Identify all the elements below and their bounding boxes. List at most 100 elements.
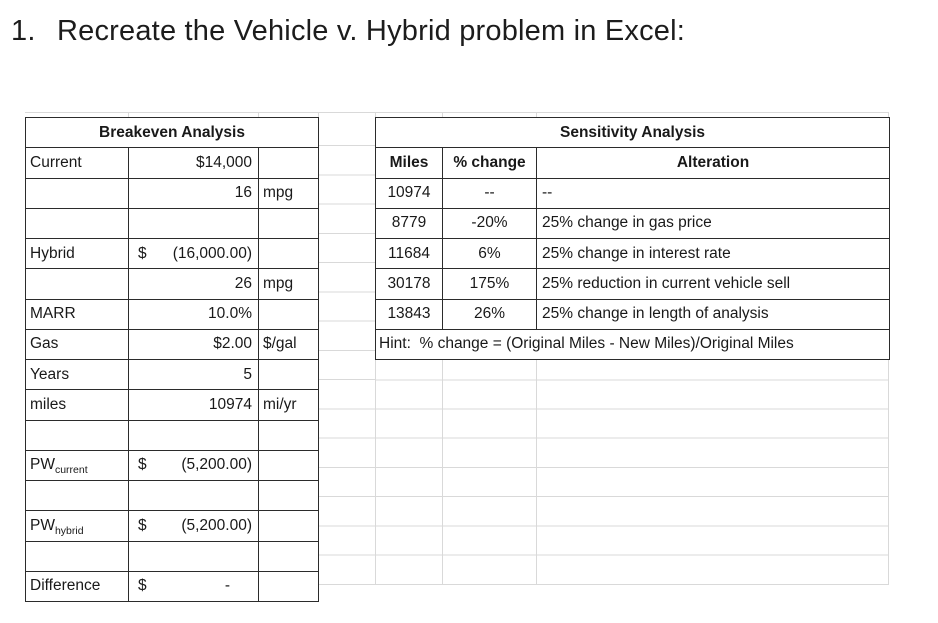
cell-label: Hybrid [25, 237, 129, 270]
column-header-pct-change: % change [442, 147, 537, 179]
cell-miles: 30178 [375, 268, 443, 300]
cell-unit [258, 419, 319, 451]
cell-value: 26 [128, 268, 259, 300]
cell-label [25, 419, 129, 451]
cell-value [128, 419, 259, 451]
cell-label: Difference [25, 570, 129, 603]
gridlines-gap-column [318, 117, 375, 585]
table-row: 11684 6% 25% change in interest rate [375, 237, 891, 270]
cell-value [128, 479, 259, 512]
pw-text: PW [30, 516, 55, 534]
cell-value-accounting: $ - [128, 570, 259, 603]
cell-unit: mi/yr [258, 389, 319, 421]
table-row: Years 5 [25, 358, 319, 391]
cell-unit [258, 479, 319, 512]
cell-unit [258, 358, 319, 391]
cell-unit [258, 510, 319, 542]
cell-miles: 13843 [375, 298, 443, 330]
grid-line [375, 351, 376, 585]
table-row [25, 479, 319, 512]
table-row: 26 mpg [25, 268, 319, 300]
cell-value [128, 207, 259, 240]
amount: (5,200.00) [181, 516, 252, 534]
cell-label [25, 177, 129, 209]
table-row [25, 207, 319, 240]
amount: (5,200.00) [181, 456, 252, 474]
grid-line [25, 112, 889, 113]
column-header-alteration: Alteration [535, 147, 891, 179]
cell-label-pw-current: PWcurrent [25, 449, 129, 482]
cell-label [25, 540, 129, 572]
currency-symbol: $ [138, 516, 147, 534]
grid-line [375, 112, 376, 117]
cell-label [25, 479, 129, 512]
grid-line [128, 112, 129, 117]
grid-line [536, 351, 537, 585]
cell-pct-change: -- [442, 177, 537, 209]
currency-symbol: $ [138, 244, 147, 262]
problem-title: 1. Recreate the Vehicle v. Hybrid proble… [11, 15, 685, 48]
hint-cell: Hint: % change = (Original Miles - New M… [374, 328, 891, 361]
cell-value-accounting: $ (5,200.00) [128, 449, 259, 482]
problem-title-text: Recreate the Vehicle v. Hybrid problem i… [57, 15, 686, 47]
cell-value: $2.00 [128, 328, 259, 361]
table-row: 13843 26% 25% change in length of analys… [375, 298, 891, 330]
cell-unit [258, 207, 319, 240]
table-row: 8779 -20% 25% change in gas price [375, 207, 891, 240]
cell-value-accounting: $ (16,000.00) [128, 237, 259, 270]
column-header-miles: Miles [375, 147, 443, 179]
cell-value: 5 [128, 358, 259, 391]
cell-label: miles [25, 389, 129, 421]
cell-label: MARR [25, 298, 129, 330]
pw-text: PW [30, 456, 55, 474]
cell-pct-change: 175% [442, 268, 537, 300]
table-row: Difference $ - [25, 570, 319, 603]
grid-line [442, 351, 443, 585]
amount: (16,000.00) [172, 244, 252, 262]
table-row: MARR 10.0% [25, 298, 319, 330]
cell-unit: mpg [258, 268, 319, 300]
cell-value: 16 [128, 177, 259, 209]
grid-line [318, 112, 319, 117]
cell-unit: mpg [258, 177, 319, 209]
table-row: miles 10974 mi/yr [25, 389, 319, 421]
grid-line [442, 112, 443, 117]
cell-label-pw-hybrid: PWhybrid [25, 510, 129, 542]
cell-pct-change: -20% [442, 207, 537, 240]
cell-label [25, 207, 129, 240]
table-row: Gas $2.00 $/gal [25, 328, 319, 361]
table-row: 30178 175% 25% reduction in current vehi… [375, 268, 891, 300]
gridlines-top-strip [25, 112, 889, 117]
table-row [25, 540, 319, 572]
cell-miles: 8779 [375, 207, 443, 240]
problem-number: 1. [11, 15, 36, 47]
cell-value: 10974 [128, 389, 259, 421]
cell-label: Current [25, 147, 129, 179]
table-row: Sensitivity Analysis [374, 116, 891, 149]
table-row: Hybrid $ (16,000.00) [25, 237, 319, 270]
cell-value [128, 540, 259, 572]
cell-unit [258, 237, 319, 270]
cell-alteration: 25% change in length of analysis [535, 298, 891, 330]
cell-alteration: 25% change in gas price [535, 207, 891, 240]
cell-label: Gas [25, 328, 129, 361]
breakeven-title-cell: Breakeven Analysis [25, 116, 319, 149]
cell-miles: 11684 [375, 237, 443, 270]
cell-unit [258, 570, 319, 603]
table-row: 10974 -- -- [375, 177, 891, 209]
grid-line [888, 112, 889, 117]
pw-subscript: current [54, 464, 88, 477]
table-row: Current $14,000 [25, 147, 319, 179]
cell-pct-change: 6% [442, 237, 537, 270]
cell-unit [258, 298, 319, 330]
gridlines-bottom-right [375, 351, 889, 585]
cell-unit: $/gal [258, 328, 319, 361]
table-row: Breakeven Analysis [25, 116, 319, 149]
breakeven-table: Breakeven Analysis Current $14,000 16 mp… [25, 116, 319, 603]
cell-value-accounting: $ (5,200.00) [128, 510, 259, 542]
pw-subscript: hybrid [54, 524, 84, 537]
table-header-row: Miles % change Alteration [375, 147, 891, 179]
cell-unit [258, 449, 319, 482]
cell-label [25, 268, 129, 300]
